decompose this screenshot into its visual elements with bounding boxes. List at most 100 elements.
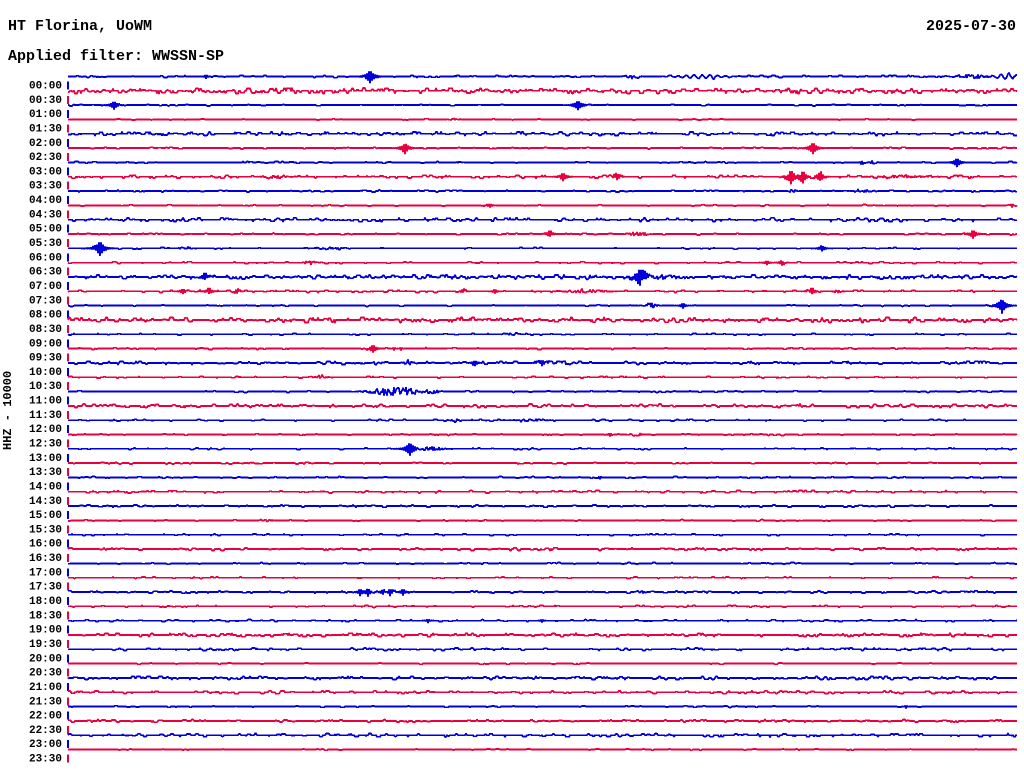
- row-time-label: 04:00: [29, 195, 62, 207]
- trace-row-1100: [67, 386, 1017, 405]
- row-time-label: 03:00: [29, 166, 62, 178]
- trace-row-0030: [67, 87, 1018, 104]
- trace-row-1200: [67, 418, 1017, 434]
- row-time-label: 05:30: [29, 238, 62, 250]
- row-time-label: 13:30: [29, 467, 62, 479]
- trace-row-0900: [67, 331, 1017, 348]
- trace-row-1700: [67, 561, 1017, 577]
- trace-row-0930: [67, 345, 1017, 362]
- trace-row-1730: [67, 576, 1017, 591]
- trace-row-0800: [67, 299, 1018, 319]
- trace-row-1400: [67, 475, 1017, 491]
- trace-row-0600: [67, 242, 1017, 262]
- trace-row-0700: [67, 269, 1018, 290]
- row-time-label: 09:00: [29, 338, 62, 350]
- row-time-label: 01:00: [29, 109, 62, 121]
- trace-row-1600: [67, 532, 1017, 548]
- trace-row-1800: [67, 588, 1017, 606]
- row-time-label: 22:30: [29, 725, 62, 737]
- trace-row-0330: [67, 170, 1017, 190]
- row-time-label: 23:30: [29, 754, 62, 766]
- row-time-label: 12:00: [29, 424, 62, 436]
- row-time-label: 23:00: [29, 739, 62, 751]
- filter-label: Applied filter: WWSSN-SP: [8, 48, 225, 65]
- row-time-label: 09:30: [29, 353, 62, 365]
- row-time-label: 05:00: [29, 224, 62, 236]
- trace-row-2100: [67, 675, 1017, 691]
- row-time-label: 22:00: [29, 711, 62, 723]
- trace-row-1430: [67, 489, 1018, 505]
- row-time-label: 12:30: [29, 439, 62, 451]
- row-time-label: 07:30: [29, 295, 62, 307]
- trace-row-0200: [67, 130, 1017, 147]
- trace-row-0300: [67, 158, 1018, 176]
- row-time-label: 06:30: [29, 267, 62, 279]
- row-time-label: 01:30: [29, 123, 62, 135]
- row-time-label: 16:00: [29, 539, 62, 551]
- trace-row-1630: [67, 546, 1017, 563]
- date-label: 2025-07-30: [925, 18, 1016, 35]
- row-time-label: 20:30: [29, 668, 62, 680]
- row-time-label: 02:00: [29, 138, 62, 150]
- row-time-label: 21:00: [29, 682, 62, 694]
- row-time-label: 17:00: [29, 567, 62, 579]
- row-time-label: 07:00: [29, 281, 62, 293]
- row-time-label: 11:30: [29, 410, 62, 422]
- trace-row-0730: [67, 287, 1017, 305]
- row-time-label: 16:30: [29, 553, 62, 565]
- row-time-label: 00:00: [29, 81, 62, 93]
- row-time-label: 08:30: [29, 324, 62, 336]
- trace-row-0530: [67, 230, 1017, 248]
- trace-row-0000: [67, 70, 1018, 90]
- row-time-label: 17:30: [29, 582, 62, 594]
- row-time-label: 20:00: [29, 653, 62, 665]
- trace-row-1130: [67, 403, 1017, 419]
- trace-row-1830: [67, 604, 1017, 620]
- trace-row-0230: [67, 143, 1017, 162]
- trace-row-2330: [67, 747, 1017, 763]
- trace-row-1030: [67, 374, 1017, 391]
- trace-row-1500: [67, 504, 1017, 520]
- row-time-label: 18:30: [29, 610, 62, 622]
- row-time-label: 13:00: [29, 453, 62, 465]
- row-time-label: 06:00: [29, 252, 62, 264]
- trace-row-2200: [67, 704, 1017, 720]
- row-time-label: 11:00: [29, 396, 62, 408]
- row-time-label: 21:30: [29, 696, 62, 708]
- station-title: HT Florina, UoWM: [8, 18, 153, 35]
- row-time-label: 10:30: [29, 381, 62, 393]
- row-time-label: 03:30: [29, 181, 62, 193]
- trace-row-1300: [67, 443, 1017, 462]
- trace-row-2000: [67, 647, 1017, 663]
- row-time-label: 15:00: [29, 510, 62, 522]
- trace-row-1530: [67, 518, 1017, 534]
- row-time-label: 00:30: [29, 95, 62, 107]
- trace-row-0130: [67, 117, 1017, 133]
- row-time-label: 04:30: [29, 209, 62, 221]
- trace-row-1000: [67, 358, 1017, 376]
- trace-row-1330: [67, 461, 1017, 477]
- row-time-label: 19:00: [29, 625, 62, 637]
- row-time-label: 14:00: [29, 481, 62, 493]
- row-time-label: 15:30: [29, 524, 62, 536]
- trace-row-0500: [67, 216, 1017, 233]
- trace-row-0400: [67, 188, 1017, 205]
- trace-row-1930: [67, 632, 1017, 648]
- trace-row-0430: [67, 203, 1018, 219]
- row-time-label: 14:30: [29, 496, 62, 508]
- trace-row-2230: [67, 718, 1017, 734]
- row-time-label: 19:30: [29, 639, 62, 651]
- trace-row-0830: [67, 316, 1018, 333]
- trace-row-2130: [67, 689, 1017, 706]
- row-time-label: 10:00: [29, 367, 62, 379]
- trace-row-0100: [67, 100, 1017, 119]
- row-time-label: 02:30: [29, 152, 62, 164]
- trace-row-0630: [67, 260, 1017, 276]
- trace-row-2300: [67, 732, 1017, 749]
- row-time-label: 18:00: [29, 596, 62, 608]
- trace-row-1230: [67, 432, 1018, 448]
- trace-row-2030: [67, 662, 1017, 677]
- row-time-label: 08:00: [29, 310, 62, 322]
